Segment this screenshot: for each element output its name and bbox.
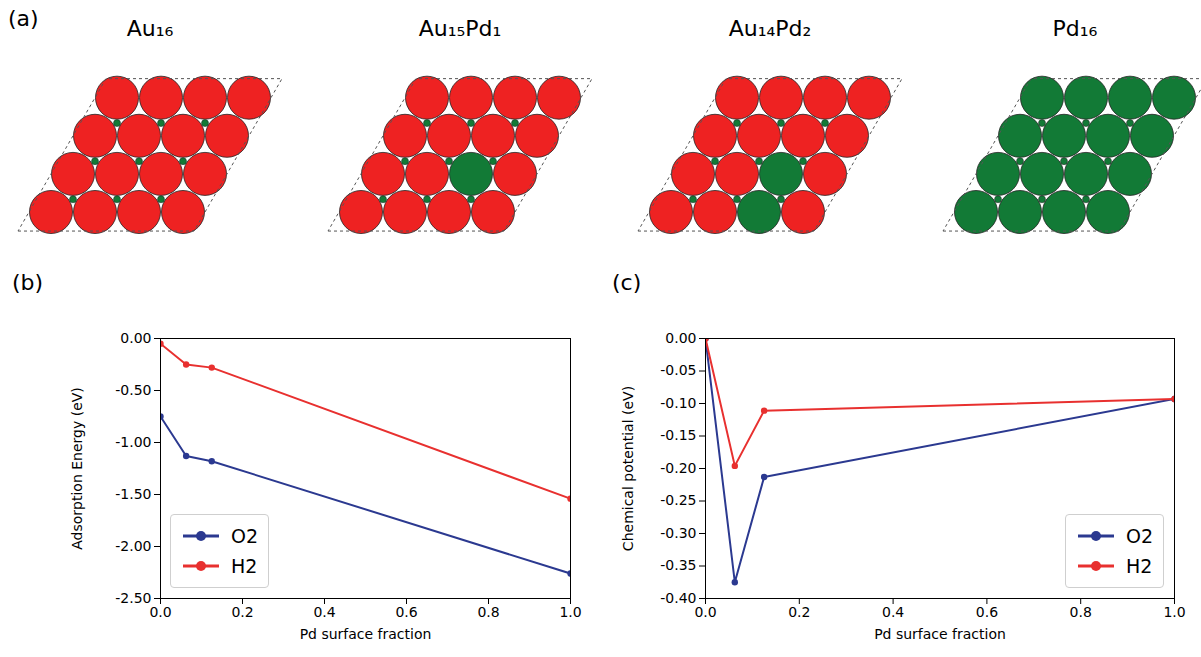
svg-text:0.00: 0.00 — [665, 330, 696, 346]
svg-text:Pd₁₆: Pd₁₆ — [1053, 16, 1098, 41]
svg-text:0.8: 0.8 — [477, 604, 499, 620]
svg-text:-1.50: -1.50 — [115, 486, 151, 502]
svg-text:-0.15: -0.15 — [660, 427, 696, 443]
svg-text:0.4: 0.4 — [313, 604, 335, 620]
svg-text:0.6: 0.6 — [395, 604, 417, 620]
svg-text:0.8: 0.8 — [1070, 604, 1092, 620]
svg-text:Au₁₅Pd₁: Au₁₅Pd₁ — [419, 16, 502, 41]
html-text:O2: O2 — [1126, 525, 1153, 547]
svg-text:-0.40: -0.40 — [660, 590, 696, 606]
svg-text:-2.00: -2.00 — [115, 538, 151, 554]
html-text:(b): (b) — [12, 270, 44, 295]
svg-text:-0.10: -0.10 — [660, 395, 696, 411]
svg-text:0.0: 0.0 — [149, 604, 171, 620]
svg-text:-0.30: -0.30 — [660, 525, 696, 541]
svg-text:Au₁₄Pd₂: Au₁₄Pd₂ — [729, 16, 812, 41]
svg-text:Adsorption Energy (eV): Adsorption Energy (eV) — [69, 387, 85, 550]
svg-text:(a): (a) — [8, 6, 39, 31]
svg-text:Pd surface fraction: Pd surface fraction — [300, 626, 432, 642]
svg-text:Pd surface fraction: Pd surface fraction — [874, 626, 1006, 642]
svg-text:0.4: 0.4 — [882, 604, 904, 620]
html-text:(c): (c) — [612, 270, 642, 295]
html-text:H2: H2 — [1126, 555, 1153, 577]
svg-text:-2.50: -2.50 — [115, 590, 151, 606]
svg-text:-0.05: -0.05 — [660, 362, 696, 378]
svg-text:1.0: 1.0 — [1163, 604, 1185, 620]
svg-text:-0.25: -0.25 — [660, 492, 696, 508]
svg-text:0.6: 0.6 — [976, 604, 998, 620]
html-text:O2: O2 — [231, 525, 258, 547]
svg-text:Chemical potential (eV): Chemical potential (eV) — [620, 386, 636, 551]
svg-text:Au₁₆: Au₁₆ — [127, 16, 174, 41]
svg-text:0.2: 0.2 — [231, 604, 253, 620]
svg-text:-0.35: -0.35 — [660, 557, 696, 573]
svg-text:-0.20: -0.20 — [660, 460, 696, 476]
svg-text:0.0: 0.0 — [694, 604, 716, 620]
html-text:H2: H2 — [231, 555, 258, 577]
svg-text:0.2: 0.2 — [788, 604, 810, 620]
svg-text:-1.00: -1.00 — [115, 434, 151, 450]
svg-text:-0.50: -0.50 — [115, 382, 151, 398]
svg-text:1.0: 1.0 — [559, 604, 581, 620]
svg-text:0.00: 0.00 — [120, 330, 151, 346]
